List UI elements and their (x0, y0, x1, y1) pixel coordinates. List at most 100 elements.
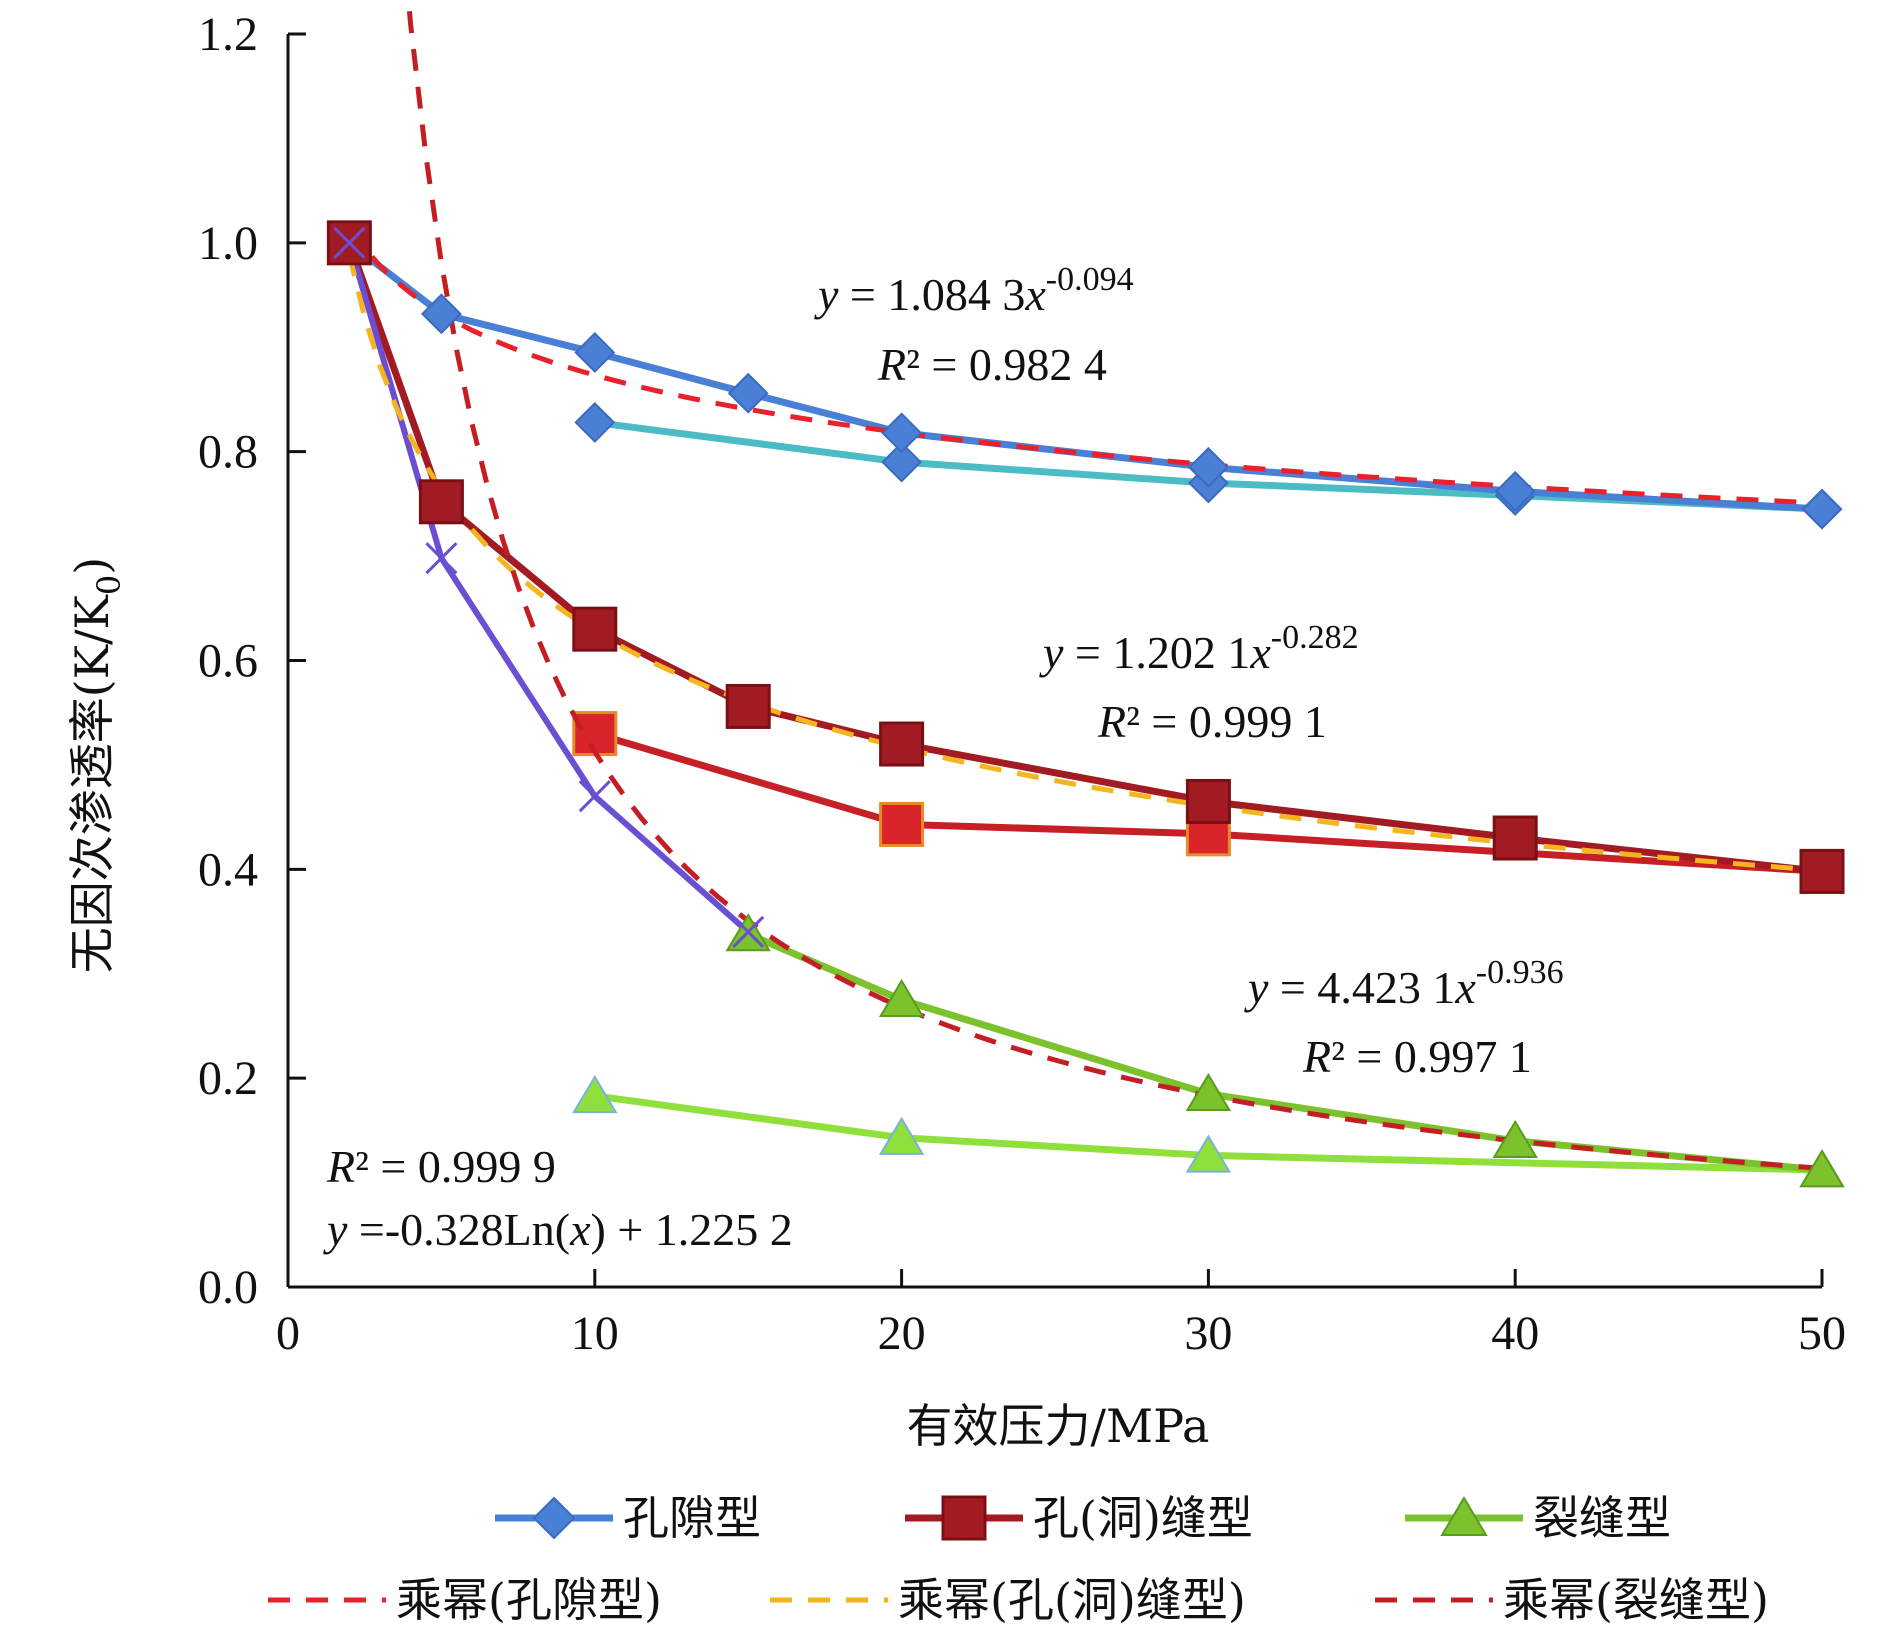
data-point-unload (878, 1116, 925, 1155)
series-line-vug (345, 239, 1826, 875)
data-point (1801, 488, 1843, 530)
data-point (420, 293, 462, 335)
data-point (1492, 1119, 1538, 1158)
data-point (1492, 815, 1538, 861)
annot-var: R (1097, 696, 1126, 747)
annot-text: ² = 0.997 1 (1331, 1031, 1532, 1082)
data-point-unload (574, 402, 616, 443)
x-marker-stroke (425, 542, 458, 575)
annot-exp: -0.282 (1271, 619, 1359, 656)
data-point (1187, 446, 1229, 488)
data-point (881, 412, 923, 454)
x-marker-stroke (333, 226, 366, 259)
data-point (418, 479, 464, 525)
y-tick-label: 0.8 (198, 426, 258, 479)
annotation-pore-equation: y = 1.084 3x-0.094 (814, 261, 1134, 320)
data-point-unload (879, 801, 925, 847)
legend-marker (1440, 1496, 1488, 1536)
annotation-pore-r2: R² = 0.982 4 (877, 339, 1107, 390)
data-point-unload (881, 441, 923, 483)
series-line-unload (591, 1092, 1826, 1174)
legend-label: 孔隙型 (623, 1491, 761, 1545)
series-line-pore (345, 239, 1826, 513)
y-tick-label: 0.6 (198, 635, 258, 688)
y-tick-label: 1.2 (198, 8, 258, 61)
annot-var: x (1024, 269, 1046, 320)
y-axis-title: 无因次渗透率(K/K0) (65, 557, 128, 974)
data-point-log (578, 780, 611, 813)
annot-var: R (1302, 1031, 1331, 1082)
legend-label: 孔(洞)缝型 (1033, 1491, 1253, 1545)
annot-var: y (1244, 962, 1269, 1013)
legend-marker (532, 1496, 576, 1540)
legend-item: 乘幂(孔隙型) (268, 1573, 662, 1627)
data-point (878, 978, 925, 1018)
annot-text: = 4.423 1 (1268, 962, 1455, 1013)
annot-text: ² = 0.982 4 (906, 339, 1107, 390)
data-point-log (425, 542, 458, 575)
data-point (574, 332, 616, 373)
annot-var: x (1454, 962, 1476, 1013)
annot-var: x (569, 1204, 591, 1255)
data-point (1799, 848, 1845, 894)
annotation-vug-equation: y = 1.202 1x-0.282 (1039, 619, 1359, 678)
annotation-log-r2: R² = 0.999 9 (326, 1141, 556, 1192)
x-tick-label: 40 (1491, 1307, 1539, 1360)
y-tick-label: 0.0 (198, 1261, 258, 1314)
annot-var: R (326, 1141, 355, 1192)
annot-exp: -0.094 (1046, 261, 1134, 298)
x-tick-label: 20 (878, 1307, 926, 1360)
legend-marker (941, 1495, 987, 1541)
data-point (1185, 1072, 1232, 1111)
annot-var: y (814, 269, 839, 320)
legend-item: 乘幂(裂缝型) (1375, 1573, 1769, 1627)
legend-label: 乘幂(孔(洞)缝型) (898, 1573, 1246, 1627)
y-axis-title-close: ) (65, 557, 119, 575)
legend-item: 孔隙型 (495, 1491, 761, 1545)
legend-item: 乘幂(孔(洞)缝型) (770, 1573, 1246, 1627)
data-point-unload (1185, 1134, 1232, 1173)
annot-var: y (323, 1204, 348, 1255)
x-marker-stroke (578, 780, 611, 813)
annot-text: ² = 0.999 9 (355, 1141, 556, 1192)
annot-text: =-0.328Ln( (347, 1204, 570, 1255)
legend-label: 乘幂(孔隙型) (396, 1573, 662, 1627)
y-tick-label: 0.2 (198, 1052, 258, 1105)
data-point (879, 721, 925, 767)
data-point (725, 683, 771, 729)
annot-var: y (1039, 627, 1064, 678)
data-point (1799, 1149, 1845, 1188)
annot-text: = 1.202 1 (1063, 627, 1250, 678)
data-point (1185, 778, 1231, 824)
legend-label: 乘幂(裂缝型) (1503, 1573, 1769, 1627)
series-layer (326, 0, 1845, 1188)
data-point (1494, 470, 1536, 512)
annot-text: ) + 1.225 2 (591, 1204, 793, 1255)
fit-curve-fracture (405, 0, 1823, 1171)
annot-text: ² = 0.999 1 (1126, 696, 1327, 747)
data-point-log (333, 226, 366, 259)
annotation-log-equation: y =-0.328Ln(x) + 1.225 2 (323, 1204, 793, 1255)
annotation-fracture-equation: y = 4.423 1x-0.936 (1244, 954, 1564, 1013)
x-marker-stroke (732, 915, 765, 949)
x-tick-label: 30 (1184, 1307, 1232, 1360)
annot-var: x (1249, 627, 1271, 678)
annot-exp: -0.936 (1476, 954, 1564, 991)
data-point-unload (572, 1074, 618, 1114)
legend-item: 孔(洞)缝型 (905, 1491, 1253, 1545)
data-point (572, 606, 618, 652)
legend-label: 裂缝型 (1533, 1491, 1671, 1545)
y-tick-label: 1.0 (198, 217, 258, 270)
legend-item: 裂缝型 (1405, 1491, 1671, 1545)
data-point (727, 372, 769, 414)
annotation-fracture-r2: R² = 0.997 1 (1302, 1031, 1532, 1082)
y-axis-title-main: 无因次渗透率(K/K (65, 593, 119, 973)
x-tick-label: 0 (276, 1307, 300, 1360)
y-axis-title-sub: 0 (90, 575, 128, 595)
data-point-log (732, 915, 765, 949)
y-tick-label: 0.4 (198, 843, 258, 896)
annotation-vug-r2: R² = 0.999 1 (1097, 696, 1327, 747)
annot-text: = 1.084 3 (838, 269, 1025, 320)
